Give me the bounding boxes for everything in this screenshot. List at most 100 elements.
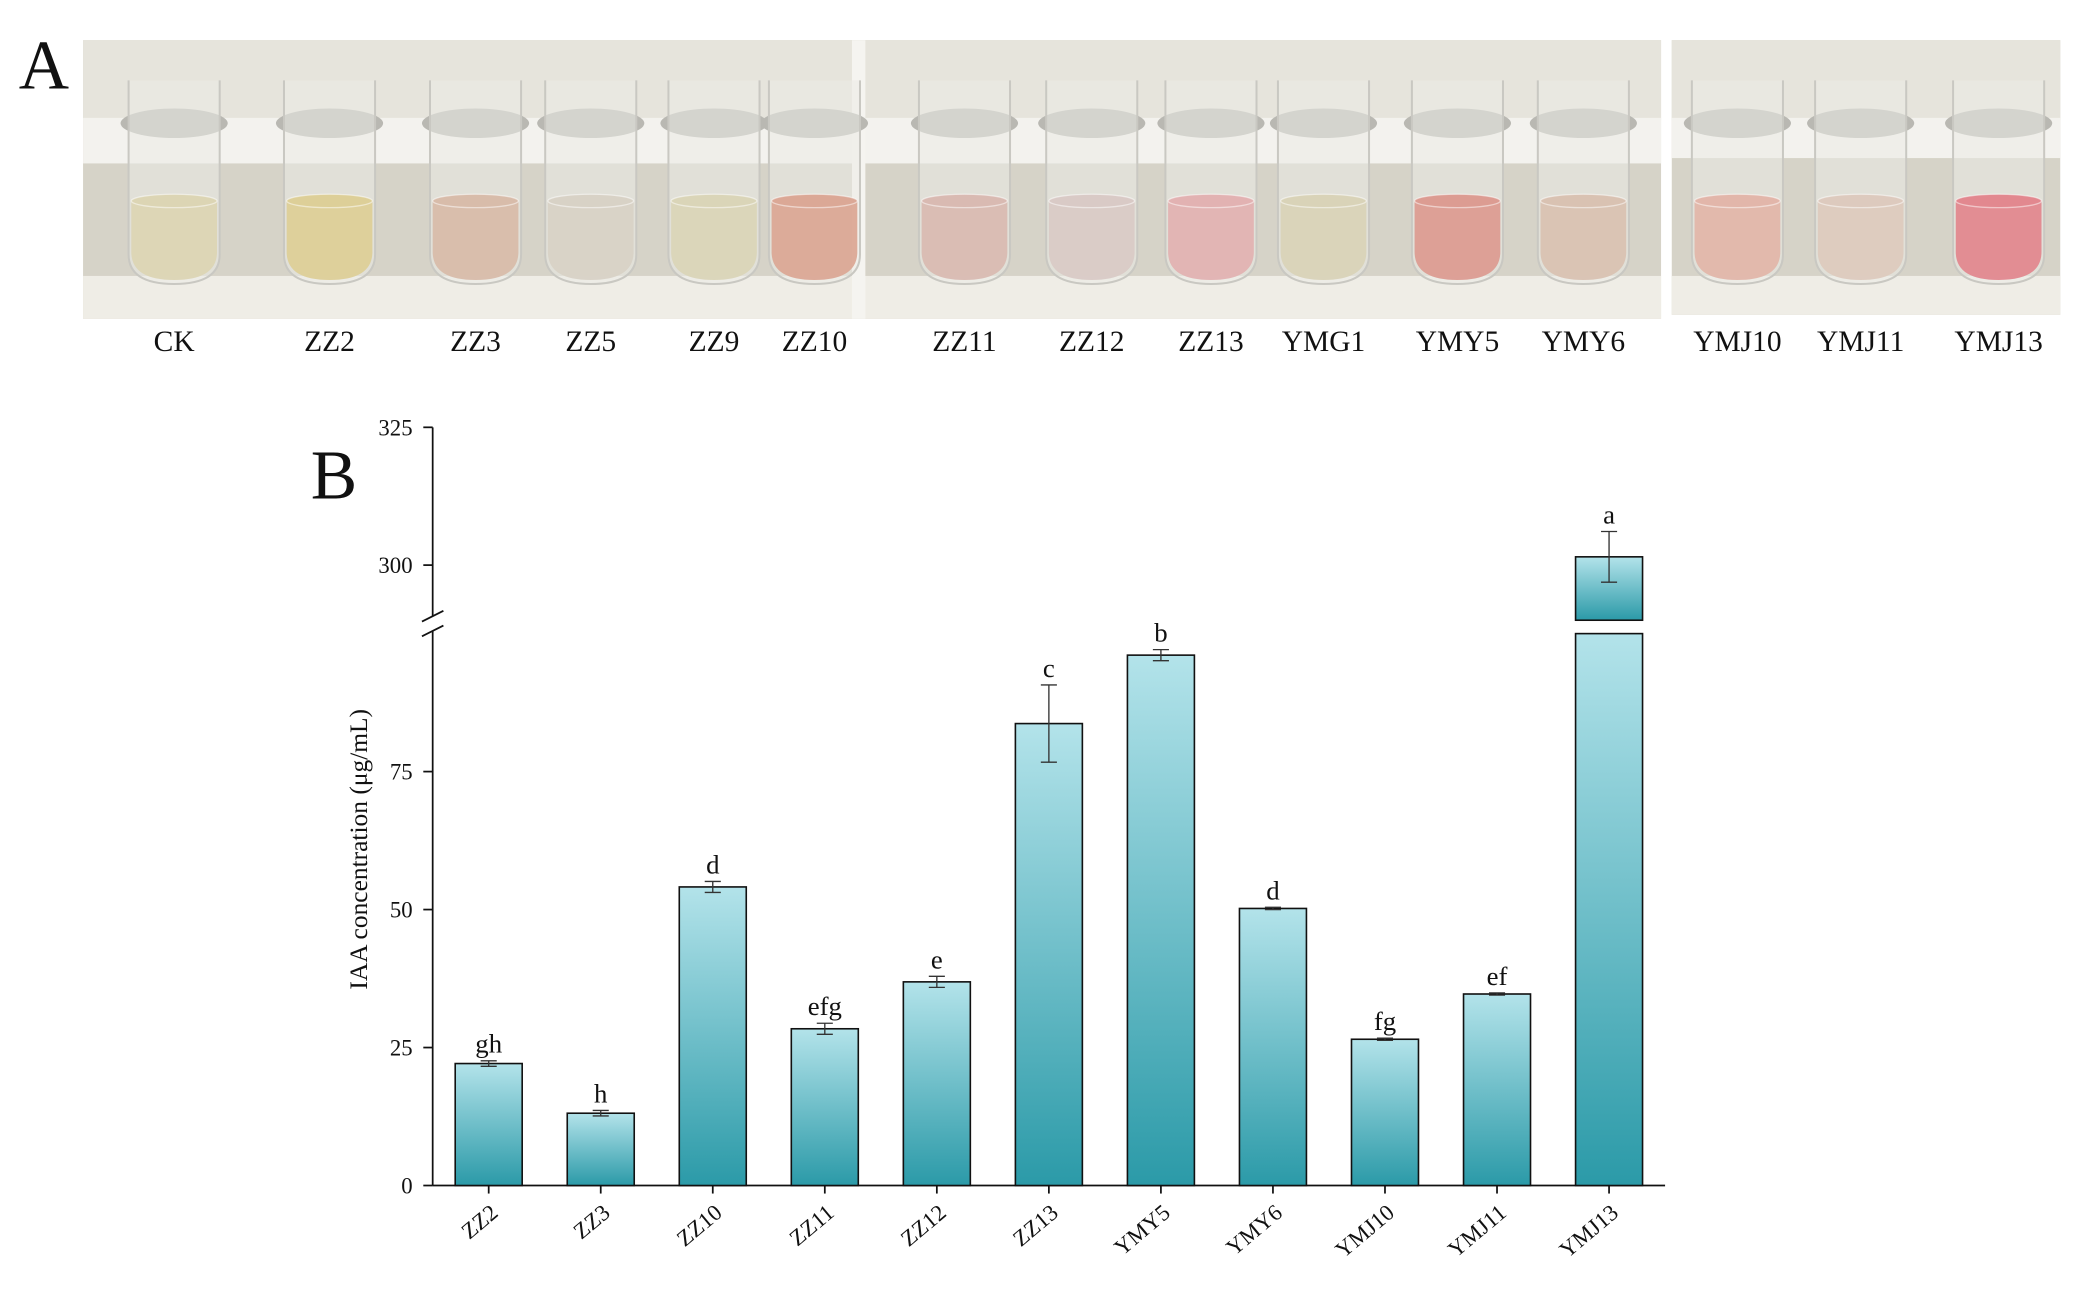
sample-label: ZZ12 <box>1059 326 1124 358</box>
y-tick-label: 50 <box>390 898 413 923</box>
tube-liquid <box>286 200 373 280</box>
error-bar <box>1488 992 1506 996</box>
tube-liquid <box>1280 200 1367 280</box>
x-tick-label: ZZ3 <box>569 1200 615 1244</box>
tube-liquid <box>131 200 218 280</box>
tube-meniscus <box>130 193 218 209</box>
x-tick-label: YMJ13 <box>1555 1200 1623 1263</box>
axis-break <box>421 624 444 638</box>
bar <box>1462 993 1532 1187</box>
sample-label: ZZ11 <box>932 326 996 358</box>
x-tick-label: ZZ11 <box>785 1200 839 1251</box>
sample-label: YMJ13 <box>1954 326 2042 358</box>
x-tick-label: ZZ10 <box>672 1200 727 1252</box>
bar <box>1238 907 1308 1187</box>
error-bar <box>1264 906 1281 911</box>
significance-label: ef <box>1487 961 1508 991</box>
error-bar <box>816 1022 833 1035</box>
bar <box>566 1112 636 1187</box>
x-tick-label: ZZ2 <box>457 1200 503 1244</box>
y-tick-label: 25 <box>390 1036 413 1061</box>
panel-label: B <box>311 437 357 514</box>
tube-meniscus <box>920 193 1009 209</box>
tube-liquid <box>1540 200 1627 280</box>
y-axis-label: IAA concentration (μg/mL) <box>344 709 373 990</box>
sample-label: YMY5 <box>1416 326 1500 358</box>
x-tick-label: YMY6 <box>1221 1200 1286 1261</box>
tube-meniscus <box>1817 193 1905 209</box>
error-bar <box>704 880 721 894</box>
tube-liquid <box>1048 200 1135 280</box>
significance-label: d <box>706 849 720 879</box>
tube-meniscus <box>1693 193 1781 209</box>
significance-label: efg <box>808 991 842 1021</box>
tube-meniscus <box>770 193 858 209</box>
x-tick-label: ZZ12 <box>896 1200 951 1252</box>
bar <box>1574 632 1644 1187</box>
significance-label: fg <box>1374 1006 1396 1036</box>
tube-meniscus <box>432 193 520 209</box>
significance-label: h <box>594 1078 608 1108</box>
bar <box>454 1062 523 1187</box>
tube-meniscus <box>1167 193 1255 209</box>
tube-liquid <box>1955 200 2042 280</box>
tube-liquid <box>432 200 519 280</box>
sample-label: ZZ13 <box>1178 326 1243 358</box>
tube-liquid <box>1817 200 1904 280</box>
bar <box>1126 654 1196 1187</box>
panel-label: A <box>19 27 69 104</box>
y-tick-label: 0 <box>401 1174 412 1199</box>
tube-meniscus <box>1279 193 1368 209</box>
tube-liquid <box>1694 200 1781 280</box>
bar <box>1574 556 1644 622</box>
tube-meniscus <box>1048 193 1136 209</box>
tube-meniscus <box>670 193 758 209</box>
y-tick-label: 75 <box>390 760 413 785</box>
significance-label: e <box>931 944 943 974</box>
sample-label: YMJ10 <box>1693 326 1781 358</box>
bar <box>1350 1038 1420 1187</box>
x-tick-label: YMJ11 <box>1443 1200 1511 1263</box>
significance-label: d <box>1266 875 1280 905</box>
error-bar <box>1152 648 1169 662</box>
sample-label: ZZ5 <box>565 326 616 358</box>
sample-label: YMY6 <box>1542 326 1626 358</box>
tube-meniscus <box>285 193 374 209</box>
x-tick-label: YMJ10 <box>1331 1200 1399 1263</box>
tube-meniscus <box>547 193 635 209</box>
significance-label: gh <box>475 1029 502 1059</box>
error-bar <box>592 1109 609 1117</box>
axis-break <box>421 610 444 623</box>
y-tick-label: 325 <box>378 415 412 440</box>
bar <box>902 981 972 1187</box>
sample-label: ZZ3 <box>450 326 501 358</box>
tube-liquid <box>547 200 634 280</box>
chart: B IAA concentration (μg/mL) 0 25 50 75 300 32… <box>311 415 1666 1263</box>
sample-label: ZZ2 <box>304 326 355 358</box>
tube-meniscus <box>1413 193 1501 209</box>
significance-label: c <box>1043 653 1055 683</box>
significance-label: b <box>1154 618 1167 648</box>
y-tick-label: 300 <box>378 553 412 578</box>
sample-label: ZZ10 <box>782 326 847 358</box>
x-tick-label: YMY5 <box>1109 1200 1174 1261</box>
tube-meniscus <box>1539 193 1627 209</box>
error-bar <box>1601 530 1618 583</box>
error-bar <box>1040 684 1057 763</box>
bar <box>678 886 748 1187</box>
sample-label: CK <box>154 326 195 358</box>
tube-liquid <box>1168 200 1254 280</box>
tube-meniscus <box>1955 193 2043 209</box>
error-bar <box>928 975 945 989</box>
x-tick-label: ZZ13 <box>1008 1200 1063 1252</box>
tube-liquid <box>771 200 858 280</box>
bar <box>790 1027 860 1187</box>
sample-label: ZZ9 <box>689 326 740 358</box>
photo <box>83 40 2061 319</box>
significance-label: a <box>1603 499 1615 529</box>
bar <box>1014 722 1084 1187</box>
tube-liquid <box>1414 200 1501 280</box>
tube-liquid <box>921 200 1008 280</box>
error-bar <box>1376 1037 1394 1042</box>
